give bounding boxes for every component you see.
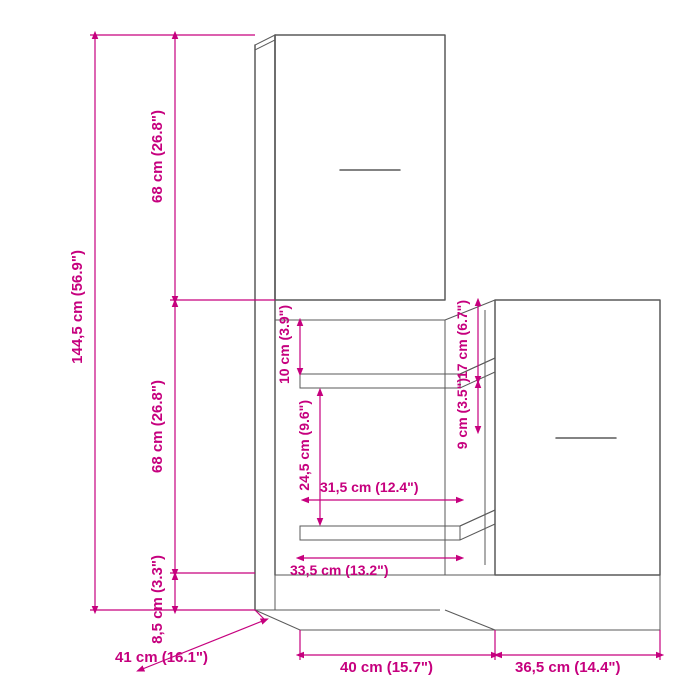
dim-width: 40 cm (15.7"): [340, 660, 433, 676]
dim-depth: 41 cm (16.1"): [115, 650, 208, 666]
dim-total-height: 144,5 cm (56.9"): [70, 250, 86, 364]
dim-front-width: 36,5 cm (14.4"): [515, 660, 621, 676]
dim-10: 10 cm (3.9"): [277, 305, 292, 384]
dim-lower-height: 68 cm (26.8"): [150, 380, 166, 473]
dimension-diagram: 144,5 cm (56.9") 68 cm (26.8") 68 cm (26…: [0, 0, 700, 700]
dim-upper-height: 68 cm (26.8"): [150, 110, 166, 203]
dim-9: 9 cm (3.5"): [455, 378, 470, 449]
diagram-svg: [0, 0, 700, 700]
dim-31-5: 31,5 cm (12.4"): [320, 480, 418, 495]
dim-17: 17 cm (6.7"): [455, 300, 470, 379]
dim-33-5: 33,5 cm (13.2"): [290, 563, 388, 578]
dim-base-height: 8,5 cm (3.3"): [150, 555, 166, 644]
dim-24-5: 24,5 cm (9.6"): [297, 400, 312, 491]
